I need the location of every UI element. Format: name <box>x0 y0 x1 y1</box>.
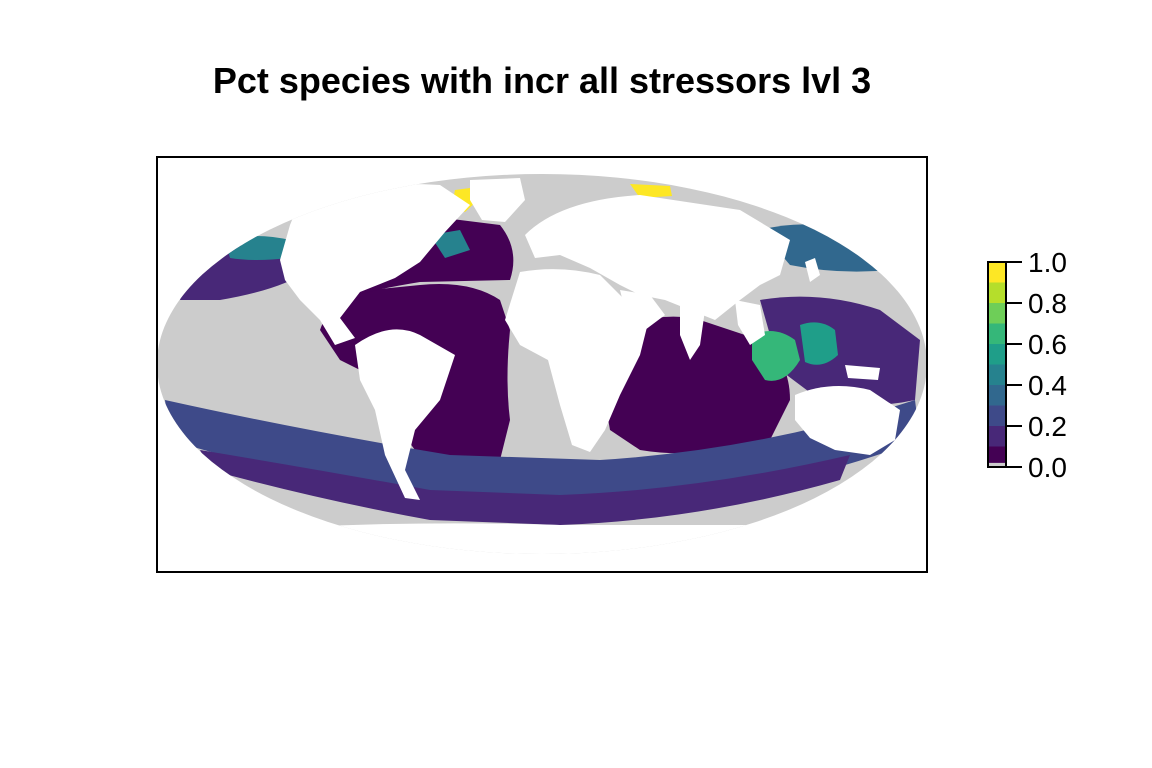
legend-bin-2 <box>988 426 1006 447</box>
map-area <box>156 156 928 573</box>
legend-tick-label: 0.4 <box>1028 370 1067 401</box>
legend-bins <box>988 262 1006 467</box>
legend-bin-10 <box>988 262 1006 283</box>
region-coral-triangle <box>800 322 838 365</box>
region-indian-ocean <box>606 316 790 454</box>
legend-bin-4 <box>988 385 1006 406</box>
legend-bin-9 <box>988 282 1006 303</box>
land-australia <box>795 386 900 455</box>
land-antarctica <box>220 523 870 554</box>
land-africa <box>505 269 650 452</box>
legend-bin-8 <box>988 303 1006 324</box>
land-greenland <box>470 178 525 222</box>
legend-bin-6 <box>988 344 1006 365</box>
land-south-america <box>355 329 455 500</box>
color-legend: 0.0 0.2 0.4 0.6 0.8 1.0 <box>987 247 1067 483</box>
legend-tick-label: 1.0 <box>1028 247 1067 278</box>
region-bering <box>225 236 290 260</box>
legend-bin-5 <box>988 364 1006 385</box>
region-west-pacific <box>760 296 920 405</box>
land-southeast-asia <box>735 300 765 345</box>
legend-tick-label: 0.6 <box>1028 329 1067 360</box>
legend-bin-3 <box>988 405 1006 426</box>
map-frame <box>156 156 928 573</box>
legend-tick-label: 0.2 <box>1028 411 1067 442</box>
map-title: Pct species with incr all stressors lvl … <box>213 60 871 101</box>
legend-tick-label: 0.0 <box>1028 452 1067 483</box>
land-arabia <box>620 290 665 330</box>
legend-bin-7 <box>988 323 1006 344</box>
region-southern-ocean-inner <box>200 450 850 525</box>
region-arctic-siberia <box>630 184 672 198</box>
legend-bin-1 <box>988 446 1006 463</box>
land-india <box>680 305 705 360</box>
land-north-america <box>280 184 470 345</box>
legend-tick-label: 0.8 <box>1028 288 1067 319</box>
land-new-guinea <box>845 365 880 380</box>
region-indonesian-seas <box>752 331 800 381</box>
land-eurasia <box>525 195 790 320</box>
legend-ticks: 0.0 0.2 0.4 0.6 0.8 1.0 <box>1006 247 1067 483</box>
legend-bin-0 <box>988 462 1006 467</box>
legend-frame <box>987 261 1007 468</box>
land-japan <box>805 258 820 282</box>
